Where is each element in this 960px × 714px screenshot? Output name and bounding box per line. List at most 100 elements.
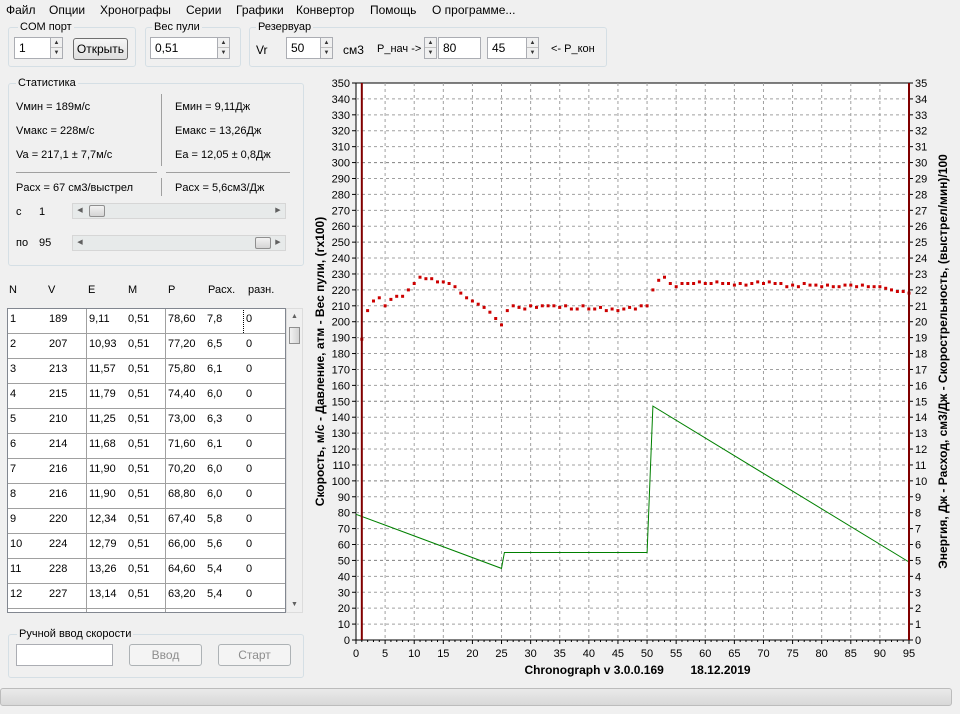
table-cell[interactable]: 0 <box>244 559 285 584</box>
table-cell[interactable]: 6,1 <box>205 359 245 384</box>
arrow-up-icon[interactable]: ▲ <box>291 313 298 320</box>
table-cell[interactable]: 10,93 <box>87 334 127 359</box>
table-cell[interactable]: 0,51 <box>126 409 166 434</box>
table-cell[interactable]: 11,79 <box>87 384 127 409</box>
vr-spinner[interactable]: ▲ ▼ <box>320 37 333 59</box>
spin-up-icon[interactable]: ▲ <box>51 38 62 48</box>
menu-chronographs[interactable]: Хронографы <box>100 3 171 17</box>
p-start-input[interactable]: 80 <box>438 37 481 59</box>
table-cell[interactable]: 6,1 <box>205 434 245 459</box>
table-cell[interactable]: 6,0 <box>205 384 245 409</box>
p-end-spinner[interactable]: ▲ ▼ <box>526 37 539 59</box>
table-cell[interactable]: 68,80 <box>166 484 206 509</box>
table-cell[interactable]: 8 <box>8 484 48 509</box>
spin-up-icon[interactable]: ▲ <box>218 38 229 48</box>
table-cell[interactable]: 0,51 <box>126 509 166 534</box>
table-cell[interactable]: 207 <box>47 334 87 359</box>
arrow-left-icon[interactable]: ◀ <box>77 239 83 246</box>
table-cell[interactable]: 0 <box>244 584 285 609</box>
table-cell[interactable]: 9 <box>8 509 48 534</box>
table-cell[interactable]: 12 <box>8 584 48 609</box>
com-port-spinner[interactable]: ▲ ▼ <box>50 37 63 59</box>
table-cell[interactable]: 73,00 <box>166 409 206 434</box>
table-cell[interactable]: 210 <box>47 409 87 434</box>
table-cell[interactable]: 74,40 <box>166 384 206 409</box>
table-cell[interactable]: 216 <box>47 459 87 484</box>
to-slider[interactable]: ◀ ▶ <box>72 235 286 251</box>
table-cell[interactable]: 0,51 <box>126 434 166 459</box>
table-cell[interactable]: 216 <box>47 484 87 509</box>
table-cell[interactable]: 5,4 <box>205 584 245 609</box>
table-cell[interactable]: 5,6 <box>205 534 245 559</box>
table-cell[interactable]: 224 <box>47 534 87 559</box>
table-cell[interactable]: 11 <box>8 559 48 584</box>
table-cell[interactable]: 0 <box>244 609 285 612</box>
spin-down-icon[interactable]: ▼ <box>427 50 434 56</box>
table-cell[interactable]: 11,57 <box>87 359 127 384</box>
table-cell[interactable]: 0 <box>244 359 285 384</box>
table-cell[interactable]: 5,4 <box>205 559 245 584</box>
menu-file[interactable]: Файл <box>6 3 36 17</box>
menu-options[interactable]: Опции <box>49 3 86 17</box>
table-cell[interactable]: 12,34 <box>87 509 127 534</box>
spin-up-icon[interactable]: ▲ <box>527 38 538 48</box>
table-cell[interactable]: 214 <box>47 434 87 459</box>
table-cell[interactable]: 227 <box>47 584 87 609</box>
table-cell[interactable]: 0 <box>244 459 285 484</box>
table-cell[interactable]: 0,51 <box>126 534 166 559</box>
table-cell[interactable]: 11,68 <box>87 434 127 459</box>
arrow-left-icon[interactable]: ◀ <box>77 207 83 214</box>
spin-down-icon[interactable]: ▼ <box>323 50 330 56</box>
table-cell[interactable]: 13,14 <box>87 609 127 612</box>
menu-help[interactable]: Помощь <box>370 3 417 17</box>
table-cell[interactable]: 71,60 <box>166 434 206 459</box>
table-cell[interactable]: 5 <box>8 409 48 434</box>
table-cell[interactable]: 0 <box>244 409 285 434</box>
arrow-down-icon[interactable]: ▼ <box>291 601 298 608</box>
table-cell[interactable]: 0 <box>244 434 285 459</box>
table-cell[interactable]: 213 <box>47 359 87 384</box>
table-scroll-thumb[interactable] <box>289 327 300 344</box>
table-cell[interactable]: 7,8 <box>205 309 245 334</box>
table-cell[interactable]: 4 <box>8 384 48 409</box>
menu-about[interactable]: О программе... <box>432 3 516 17</box>
table-cell[interactable]: 61,80 <box>166 609 206 612</box>
table-cell[interactable]: 64,60 <box>166 559 206 584</box>
table-cell[interactable]: 7 <box>8 459 48 484</box>
com-port-input[interactable]: 1 <box>14 37 51 59</box>
p-end-input[interactable]: 45 <box>487 37 527 59</box>
open-port-button[interactable]: Открыть <box>73 38 128 60</box>
menu-graphs[interactable]: Графики <box>236 3 284 17</box>
table-cell[interactable]: 0,51 <box>126 384 166 409</box>
table-cell[interactable]: 9,11 <box>87 309 127 334</box>
table-cell[interactable]: 13,14 <box>87 584 127 609</box>
table-cell[interactable]: 5,3 <box>205 609 245 612</box>
table-cell[interactable]: 0,51 <box>126 609 166 612</box>
bullet-weight-spinner[interactable]: ▲ ▼ <box>217 37 230 59</box>
manual-speed-input[interactable] <box>16 644 113 666</box>
to-slider-thumb[interactable] <box>255 237 271 249</box>
enter-button[interactable]: Ввод <box>129 644 202 666</box>
table-cell[interactable]: 0 <box>244 509 285 534</box>
table-cell[interactable]: 0 <box>244 334 285 359</box>
table-cell[interactable]: 75,80 <box>166 359 206 384</box>
table-cell[interactable]: 77,20 <box>166 334 206 359</box>
table-cell[interactable]: 70,20 <box>166 459 206 484</box>
table-cell[interactable]: 13 <box>8 609 48 612</box>
table-cell[interactable]: 0,51 <box>126 459 166 484</box>
spin-down-icon[interactable]: ▼ <box>529 50 536 56</box>
table-cell[interactable]: 11,25 <box>87 409 127 434</box>
data-table[interactable]: 1 189 9,11 0,51 78,60 7,8 0 2 207 10,93 0,51 77,20 6… <box>7 308 286 613</box>
table-cell[interactable]: 0,51 <box>126 334 166 359</box>
table-cell[interactable]: 1 <box>8 309 48 334</box>
spin-down-icon[interactable]: ▼ <box>53 50 60 56</box>
table-cell[interactable]: 0,51 <box>126 484 166 509</box>
p-start-spinner[interactable]: ▲ ▼ <box>424 37 437 59</box>
bullet-weight-input[interactable]: 0,51 <box>150 37 218 59</box>
table-cell[interactable]: 11,90 <box>87 459 127 484</box>
table-cell[interactable]: 227 <box>47 609 87 612</box>
table-cell[interactable]: 0,51 <box>126 359 166 384</box>
menu-converter[interactable]: Конвертор <box>296 3 355 17</box>
spin-down-icon[interactable]: ▼ <box>220 50 227 56</box>
table-cell[interactable]: 0 <box>244 384 285 409</box>
